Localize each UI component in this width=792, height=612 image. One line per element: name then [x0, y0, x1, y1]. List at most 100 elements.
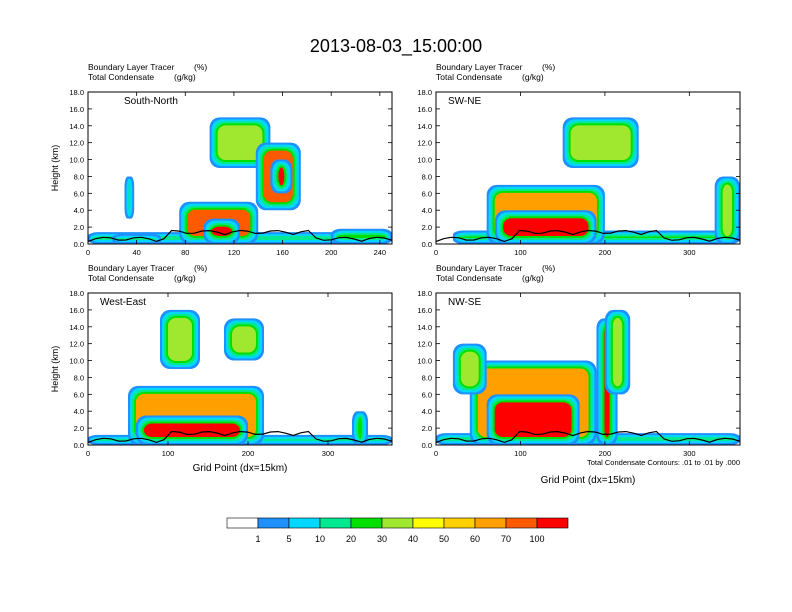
colorbar-label: 60 — [470, 534, 480, 544]
colorbar-label: 1 — [255, 534, 260, 544]
y-tick-label: 14.0 — [69, 323, 84, 332]
panel-subtitle-1: Boundary Layer Tracer — [88, 263, 175, 273]
terrain-line — [436, 229, 740, 243]
y-tick-label: 18.0 — [69, 88, 84, 97]
colorbar-label: 20 — [346, 534, 356, 544]
panel-frame — [435, 292, 741, 446]
terrain-line — [436, 430, 740, 444]
colorbar-label: 40 — [408, 534, 418, 544]
x-tick-label: 120 — [228, 248, 241, 257]
y-tick-label: 0.0 — [74, 441, 84, 450]
panel-subtitle-unit-1: (%) — [194, 263, 207, 273]
x-tick-label: 100 — [514, 449, 527, 458]
x-tick-label: 200 — [599, 248, 612, 257]
y-tick-label: 4.0 — [422, 407, 432, 416]
y-tick-label: 0.0 — [74, 240, 84, 249]
y-tick-label: 8.0 — [74, 172, 84, 181]
colorbar-swatch — [319, 517, 352, 529]
cloud-core — [722, 184, 732, 236]
cloud-core — [612, 317, 623, 387]
y-tick-label: 18.0 — [417, 88, 432, 97]
x-tick-label: 160 — [276, 248, 289, 257]
colorbar-swatch — [288, 517, 321, 529]
x-tick-label: 0 — [434, 248, 438, 257]
colorbar-label: 50 — [439, 534, 449, 544]
colorbar-label: 70 — [501, 534, 511, 544]
panel-frame — [87, 292, 393, 446]
terrain-line — [88, 430, 392, 444]
x-tick-label: 240 — [374, 248, 387, 257]
cloud-core — [168, 317, 192, 361]
panel-field — [436, 309, 740, 445]
y-tick-label: 0.0 — [422, 240, 432, 249]
colorbar-swatch — [412, 517, 445, 529]
x-axis-label: Grid Point (dx=15km) — [193, 463, 288, 474]
y-tick-label: 12.0 — [69, 139, 84, 148]
y-tick-label: 18.0 — [417, 289, 432, 298]
colorbar-swatch — [381, 517, 414, 529]
y-tick-label: 18.0 — [69, 289, 84, 298]
panel-subtitle-1: Boundary Layer Tracer — [436, 263, 523, 273]
terrain-line — [88, 229, 392, 243]
panel-subtitle-unit-1: (%) — [542, 62, 555, 72]
panel-subtitle-1: Boundary Layer Tracer — [88, 62, 175, 72]
y-tick-label: 2.0 — [74, 223, 84, 232]
y-tick-label: 16.0 — [69, 105, 84, 114]
panel-field — [436, 117, 740, 244]
panel-field — [88, 117, 392, 244]
y-tick-label: 16.0 — [69, 306, 84, 315]
panel-field — [88, 309, 392, 445]
y-tick-label: 4.0 — [74, 206, 84, 215]
y-tick-label: 16.0 — [417, 105, 432, 114]
y-tick-label: 14.0 — [417, 122, 432, 131]
y-tick-label: 2.0 — [422, 223, 432, 232]
y-tick-label: 10.0 — [417, 357, 432, 366]
panels-group: Boundary Layer Tracer (%) Total Condensate… — [50, 62, 741, 486]
y-tick-label: 8.0 — [422, 172, 432, 181]
panel-frame — [87, 91, 393, 245]
colorbar-label: 100 — [529, 534, 544, 544]
panel-subtitle-2: Total Condensate — [436, 72, 502, 82]
cloud-core — [144, 423, 240, 437]
y-tick-label: 6.0 — [422, 390, 432, 399]
colorbar-swatch — [350, 517, 383, 529]
panel-south-north: Boundary Layer Tracer (%) Total Condensate… — [50, 62, 393, 257]
panel-label: South-North — [124, 96, 178, 107]
y-tick-label: 2.0 — [422, 424, 432, 433]
cloud-contour — [358, 417, 362, 439]
panel-subtitle-unit-2: (g/kg) — [174, 273, 196, 283]
panel-label: NW-SE — [448, 297, 481, 308]
y-tick-label: 4.0 — [74, 407, 84, 416]
panel-subtitle-2: Total Condensate — [88, 72, 154, 82]
cloud-core — [217, 125, 263, 160]
colorbar: 1 5 10 20 30 40 50 60 70 100 — [226, 517, 569, 544]
x-tick-label: 0 — [86, 449, 90, 458]
x-tick-label: 80 — [181, 248, 189, 257]
contour-footnote: Total Condensate Contours: .01 to .01 by… — [587, 458, 740, 467]
colorbar-swatch — [536, 517, 569, 529]
x-tick-label: 300 — [683, 248, 696, 257]
cloud-core — [570, 125, 631, 160]
colorbar-swatch — [505, 517, 538, 529]
panel-subtitle-unit-1: (%) — [194, 62, 207, 72]
x-tick-label: 200 — [325, 248, 338, 257]
colorbar-swatch — [226, 517, 259, 529]
panel-sw-ne: Boundary Layer Tracer (%) Total Condensate… — [417, 62, 741, 257]
colorbar-label: 10 — [315, 534, 325, 544]
y-tick-label: 6.0 — [422, 189, 432, 198]
y-tick-label: 12.0 — [417, 139, 432, 148]
y-tick-label: 8.0 — [422, 373, 432, 382]
y-tick-label: 12.0 — [69, 340, 84, 349]
colorbar-swatch — [474, 517, 507, 529]
x-tick-label: 100 — [162, 449, 175, 458]
figure-title: 2013-08-03_15:00:00 — [310, 36, 482, 57]
x-axis-label: Grid Point (dx=15km) — [541, 475, 636, 486]
y-tick-label: 6.0 — [74, 189, 84, 198]
panel-west-east: Boundary Layer Tracer (%) Total Condensate… — [50, 263, 393, 474]
y-tick-label: 12.0 — [417, 340, 432, 349]
cloud-core — [460, 351, 479, 387]
panel-subtitle-unit-2: (g/kg) — [522, 273, 544, 283]
x-tick-label: 0 — [434, 449, 438, 458]
x-tick-label: 300 — [683, 449, 696, 458]
